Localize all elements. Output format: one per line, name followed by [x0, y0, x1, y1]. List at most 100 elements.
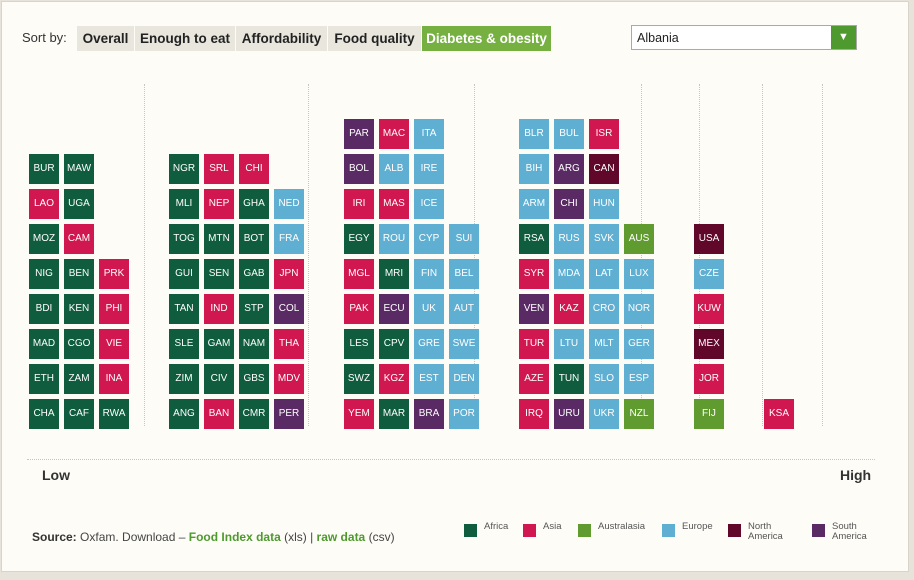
country-tile-syr[interactable]: SYR: [519, 259, 549, 289]
country-tile-alb[interactable]: ALB: [379, 154, 409, 184]
sort-button-affordability[interactable]: Affordability: [236, 26, 328, 51]
country-tile-tha[interactable]: THA: [274, 329, 304, 359]
country-tile-mdv[interactable]: MDV: [274, 364, 304, 394]
country-tile-esp[interactable]: ESP: [624, 364, 654, 394]
country-tile-les[interactable]: LES: [344, 329, 374, 359]
country-tile-irq[interactable]: IRQ: [519, 399, 549, 429]
country-tile-sui[interactable]: SUI: [449, 224, 479, 254]
country-tile-est[interactable]: EST: [414, 364, 444, 394]
country-tile-ang[interactable]: ANG: [169, 399, 199, 429]
country-tile-gui[interactable]: GUI: [169, 259, 199, 289]
country-tile-cyp[interactable]: CYP: [414, 224, 444, 254]
country-tile-nor[interactable]: NOR: [624, 294, 654, 324]
country-tile-bur[interactable]: BUR: [29, 154, 59, 184]
country-tile-chi[interactable]: CHI: [554, 189, 584, 219]
country-tile-por[interactable]: POR: [449, 399, 479, 429]
country-tile-ire[interactable]: IRE: [414, 154, 444, 184]
country-tile-rsa[interactable]: RSA: [519, 224, 549, 254]
chevron-down-icon[interactable]: ▼: [831, 26, 856, 49]
country-tile-lao[interactable]: LAO: [29, 189, 59, 219]
country-tile-den[interactable]: DEN: [449, 364, 479, 394]
sort-button-overall[interactable]: Overall: [77, 26, 135, 51]
country-tile-eth[interactable]: ETH: [29, 364, 59, 394]
country-tile-ben[interactable]: BEN: [64, 259, 94, 289]
country-tile-mri[interactable]: MRI: [379, 259, 409, 289]
country-tile-gbs[interactable]: GBS: [239, 364, 269, 394]
country-tile-bot[interactable]: BOT: [239, 224, 269, 254]
country-tile-caf[interactable]: CAF: [64, 399, 94, 429]
country-tile-tan[interactable]: TAN: [169, 294, 199, 324]
country-tile-arm[interactable]: ARM: [519, 189, 549, 219]
country-tile-bih[interactable]: BIH: [519, 154, 549, 184]
country-tile-uru[interactable]: URU: [554, 399, 584, 429]
country-tile-ban[interactable]: BAN: [204, 399, 234, 429]
country-tile-ven[interactable]: VEN: [519, 294, 549, 324]
country-tile-ecu[interactable]: ECU: [379, 294, 409, 324]
country-tile-mar[interactable]: MAR: [379, 399, 409, 429]
country-tile-tog[interactable]: TOG: [169, 224, 199, 254]
country-tile-ken[interactable]: KEN: [64, 294, 94, 324]
country-tile-ltu[interactable]: LTU: [554, 329, 584, 359]
country-tile-tun[interactable]: TUN: [554, 364, 584, 394]
country-tile-mac[interactable]: MAC: [379, 119, 409, 149]
country-tile-kaz[interactable]: KAZ: [554, 294, 584, 324]
country-tile-blr[interactable]: BLR: [519, 119, 549, 149]
raw-data-link[interactable]: raw data: [316, 530, 366, 544]
country-tile-cam[interactable]: CAM: [64, 224, 94, 254]
country-tile-svk[interactable]: SVK: [589, 224, 619, 254]
country-tile-gam[interactable]: GAM: [204, 329, 234, 359]
country-tile-cha[interactable]: CHA: [29, 399, 59, 429]
country-tile-sen[interactable]: SEN: [204, 259, 234, 289]
country-tile-per[interactable]: PER: [274, 399, 304, 429]
country-tile-cmr[interactable]: CMR: [239, 399, 269, 429]
country-tile-can[interactable]: CAN: [589, 154, 619, 184]
sort-button-enough-to-eat[interactable]: Enough to eat: [135, 26, 236, 51]
country-tile-nep[interactable]: NEP: [204, 189, 234, 219]
country-tile-bra[interactable]: BRA: [414, 399, 444, 429]
country-tile-nig[interactable]: NIG: [29, 259, 59, 289]
country-tile-cze[interactable]: CZE: [694, 259, 724, 289]
country-tile-rwa[interactable]: RWA: [99, 399, 129, 429]
country-tile-fin[interactable]: FIN: [414, 259, 444, 289]
country-tile-stp[interactable]: STP: [239, 294, 269, 324]
country-tile-lat[interactable]: LAT: [589, 259, 619, 289]
country-tile-nzl[interactable]: NZL: [624, 399, 654, 429]
country-tile-iri[interactable]: IRI: [344, 189, 374, 219]
country-tile-zam[interactable]: ZAM: [64, 364, 94, 394]
country-tile-prk[interactable]: PRK: [99, 259, 129, 289]
country-tile-rus[interactable]: RUS: [554, 224, 584, 254]
country-tile-aze[interactable]: AZE: [519, 364, 549, 394]
country-tile-vie[interactable]: VIE: [99, 329, 129, 359]
country-tile-uga[interactable]: UGA: [64, 189, 94, 219]
country-tile-isr[interactable]: ISR: [589, 119, 619, 149]
country-tile-gab[interactable]: GAB: [239, 259, 269, 289]
country-tile-uk[interactable]: UK: [414, 294, 444, 324]
country-tile-ice[interactable]: ICE: [414, 189, 444, 219]
country-tile-srl[interactable]: SRL: [204, 154, 234, 184]
country-tile-mlt[interactable]: MLT: [589, 329, 619, 359]
country-tile-civ[interactable]: CIV: [204, 364, 234, 394]
country-tile-cpv[interactable]: CPV: [379, 329, 409, 359]
country-tile-kuw[interactable]: KUW: [694, 294, 724, 324]
country-tile-fra[interactable]: FRA: [274, 224, 304, 254]
country-tile-bol[interactable]: BOL: [344, 154, 374, 184]
country-select[interactable]: Albania ▼: [631, 25, 857, 50]
country-tile-zim[interactable]: ZIM: [169, 364, 199, 394]
country-tile-mas[interactable]: MAS: [379, 189, 409, 219]
country-tile-pak[interactable]: PAK: [344, 294, 374, 324]
country-tile-maw[interactable]: MAW: [64, 154, 94, 184]
country-tile-mda[interactable]: MDA: [554, 259, 584, 289]
country-tile-par[interactable]: PAR: [344, 119, 374, 149]
country-tile-swz[interactable]: SWZ: [344, 364, 374, 394]
country-tile-col[interactable]: COL: [274, 294, 304, 324]
country-tile-aus[interactable]: AUS: [624, 224, 654, 254]
country-tile-nam[interactable]: NAM: [239, 329, 269, 359]
sort-button-diabetes-obesity[interactable]: Diabetes & obesity: [422, 26, 551, 51]
country-tile-jpn[interactable]: JPN: [274, 259, 304, 289]
country-tile-ita[interactable]: ITA: [414, 119, 444, 149]
country-tile-fij[interactable]: FIJ: [694, 399, 724, 429]
country-tile-mli[interactable]: MLI: [169, 189, 199, 219]
country-tile-ind[interactable]: IND: [204, 294, 234, 324]
country-tile-gha[interactable]: GHA: [239, 189, 269, 219]
country-tile-phi[interactable]: PHI: [99, 294, 129, 324]
